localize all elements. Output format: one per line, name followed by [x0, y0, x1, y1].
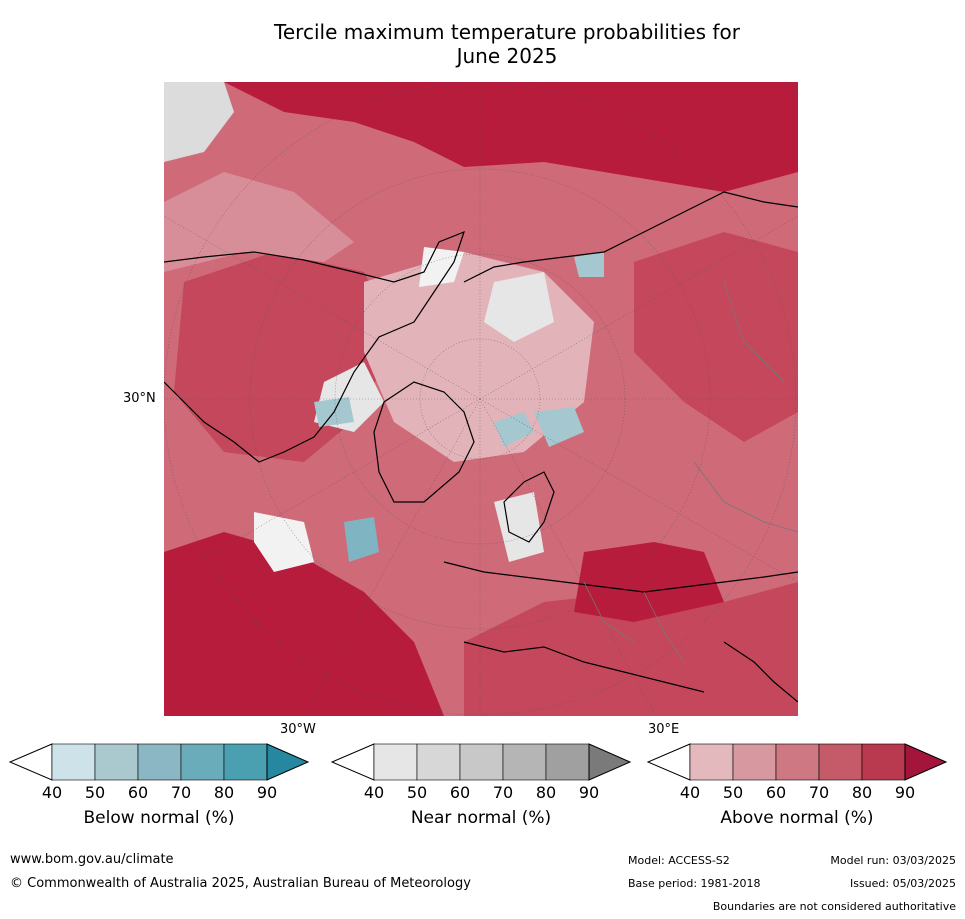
region-below-normal-3: [494, 412, 534, 447]
colorbar-segment: [502, 743, 547, 781]
lon-label-30e: 30°E: [648, 722, 680, 737]
graticule: [164, 82, 798, 716]
region-below-normal-4: [534, 407, 584, 447]
colorbar-tick-label: 80: [213, 783, 235, 802]
colorbar-segment: [459, 743, 504, 781]
region-below-normal-5: [574, 252, 604, 277]
region-near-normal-2: [419, 247, 464, 287]
colorbar-segment: [94, 743, 139, 781]
colorbar-segment: [861, 743, 906, 781]
colorbar-tick-label: 70: [170, 783, 192, 802]
meridian-120e: [479, 215, 798, 400]
footer-issued: Issued: 05/03/2025: [849, 877, 956, 890]
colorbar-tick-label: 90: [256, 783, 278, 802]
footer-model: Model: ACCESS-S2: [628, 854, 730, 867]
colorbar-2: [331, 743, 631, 781]
region-africa-high: [464, 582, 798, 716]
region-pacific-high: [224, 82, 798, 192]
colorbar-tick-label: 70: [492, 783, 514, 802]
colorbar-extend-high: [266, 743, 309, 781]
colorbar-segment: [818, 743, 863, 781]
coast-eurasia-north: [463, 191, 798, 283]
colorbar-label: Above normal (%): [720, 808, 874, 828]
colorbar-segment: [180, 743, 225, 781]
colorbar-segment: [545, 743, 590, 781]
coast-scandinavia: [503, 471, 555, 543]
probability-map: [164, 82, 798, 716]
colorbar-1: [9, 743, 309, 781]
footer-base-period: Base period: 1981-2018: [628, 877, 761, 890]
border-1: [583, 581, 635, 643]
colorbar-tick-label: 80: [851, 783, 873, 802]
border-2: [643, 591, 685, 663]
colorbar-extend-high: [904, 743, 947, 781]
footer-copyright: © Commonwealth of Australia 2025, Austra…: [10, 876, 471, 891]
region-near-normal-1: [164, 82, 234, 162]
chart-title: Tercile maximum temperature probabilitie…: [0, 20, 965, 68]
title-line-1: Tercile maximum temperature probabilitie…: [274, 20, 740, 44]
region-pacific-light: [164, 172, 354, 272]
footer-disclaimer: Boundaries are not considered authoritat…: [712, 900, 956, 913]
colorbar-extend-high: [588, 743, 631, 781]
region-below-normal-2: [344, 517, 379, 562]
colorbar-tick-label: 60: [449, 783, 471, 802]
meridian-30w: [303, 398, 481, 716]
colorbar-tick-label: 40: [41, 783, 63, 802]
colorbar-3: [647, 743, 947, 781]
colorbar-extend-low: [647, 743, 691, 781]
meridian-120w: [164, 215, 481, 400]
region-near-normal-5: [254, 512, 314, 572]
coastlines: [164, 191, 798, 703]
colorbar-tick-label: 50: [406, 783, 428, 802]
colorbar-tick-label: 70: [808, 783, 830, 802]
coast-north-america: [164, 230, 465, 463]
colorbar-segment: [137, 743, 182, 781]
title-line-2: June 2025: [456, 44, 558, 68]
colorbar-segment: [689, 743, 734, 781]
footer-url: www.bom.gov.au/climate: [10, 852, 174, 867]
colorbar-segment: [223, 743, 268, 781]
footer-model-run: Model run: 03/03/2025: [830, 854, 956, 867]
coast-mediterranean: [463, 641, 705, 693]
country-borders: [583, 281, 798, 663]
colorbar-tick-label: 50: [722, 783, 744, 802]
lat-circle-45: [249, 168, 711, 630]
region-near-normal-6: [494, 492, 544, 562]
border-3: [693, 461, 798, 533]
coast-arabia: [723, 641, 798, 703]
colorbar-tick-label: 90: [578, 783, 600, 802]
colorbar-segment: [51, 743, 96, 781]
colorbar-tick-label: 40: [363, 783, 385, 802]
colorbar-extend-low: [9, 743, 53, 781]
meridian-60e: [479, 398, 798, 583]
colorbar-segment: [416, 743, 461, 781]
border-4: [723, 281, 785, 383]
colorbar-extend-low: [331, 743, 375, 781]
coast-greenland: [373, 381, 475, 503]
region-asia-mid: [634, 232, 798, 442]
region-near-normal-3: [484, 272, 554, 342]
colorbar-label: Below normal (%): [83, 808, 235, 828]
meridian-30e: [479, 398, 657, 716]
coast-europe: [443, 561, 798, 593]
lat-label-30n: 30°N: [123, 391, 156, 406]
colorbar-tick-label: 50: [84, 783, 106, 802]
colorbar-tick-label: 80: [535, 783, 557, 802]
colorbar-tick-label: 90: [894, 783, 916, 802]
colorbar-segment: [732, 743, 777, 781]
colorbar-tick-label: 40: [679, 783, 701, 802]
colorbar-tick-label: 60: [765, 783, 787, 802]
lon-label-30w: 30°W: [280, 722, 316, 737]
region-europe-high: [574, 542, 724, 622]
colorbar-segment: [775, 743, 820, 781]
colorbar-label: Near normal (%): [410, 808, 552, 828]
region-atlantic-high: [164, 532, 444, 716]
colorbar-segment: [373, 743, 418, 781]
colorbar-tick-label: 60: [127, 783, 149, 802]
meridian-60w: [164, 398, 481, 583]
